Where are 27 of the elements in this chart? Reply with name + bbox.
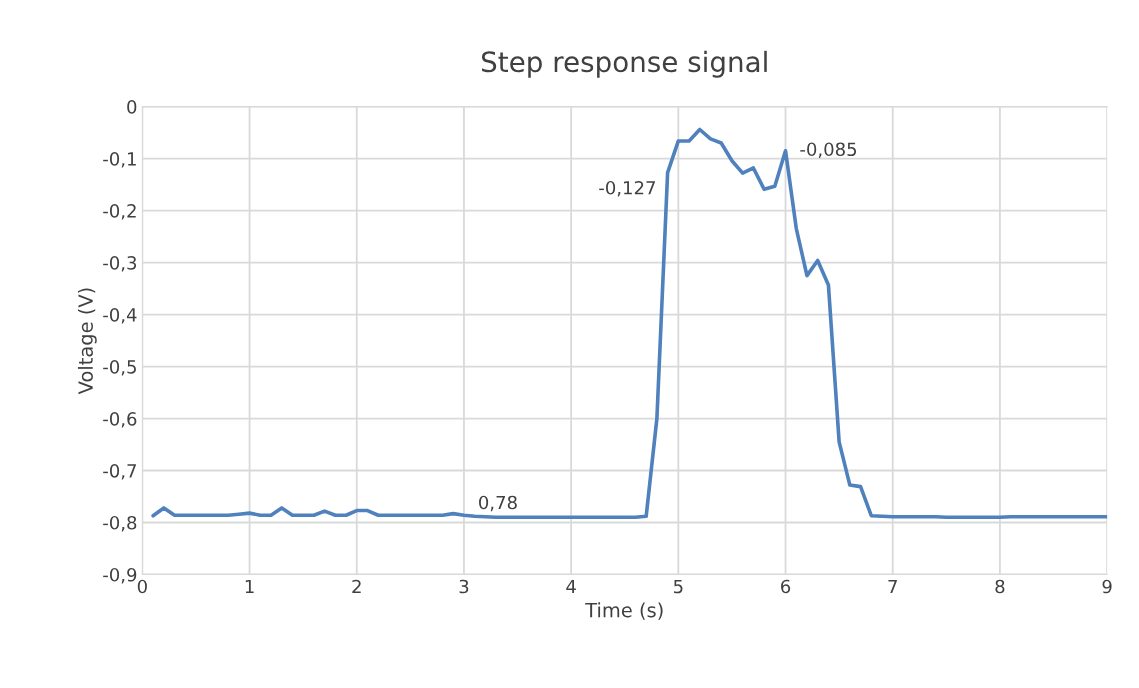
x-tick-label: 4: [566, 579, 576, 594]
line-series: [151, 127, 1108, 520]
x-tick-label: 9: [1102, 579, 1112, 594]
y-tick-label: -0,1: [103, 152, 136, 168]
y-tick-label: -0,8: [103, 515, 137, 532]
x-tick-label: 5: [673, 579, 683, 594]
annotation: -0,085: [800, 142, 857, 158]
x-tick-label: 2: [352, 579, 361, 594]
x-tick-label: 0: [137, 579, 147, 594]
x-tick-label: 3: [459, 579, 469, 594]
x-axis-title: Time (s): [585, 602, 663, 620]
x-tick-label: 7: [888, 579, 897, 594]
y-tick-label: -0,2: [103, 204, 136, 220]
y-axis-title: Voltage (V): [77, 288, 97, 395]
y-tick-label: -0,3: [103, 256, 137, 272]
annotation: -0,127: [599, 180, 655, 197]
chart-title: Step response signal: [481, 50, 767, 78]
x-tick-label: 8: [995, 579, 1005, 594]
y-tick-label: -0,7: [103, 463, 136, 480]
y-tick-label: -0,4: [103, 308, 137, 324]
annotation: 0,78: [479, 495, 517, 512]
y-tick-label: -0,9: [103, 567, 137, 584]
y-tick-label: 0: [127, 100, 137, 114]
y-tick-label: -0,5: [103, 360, 136, 376]
x-tick-label: 1: [245, 579, 254, 594]
y-tick-label: -0,6: [103, 411, 137, 428]
x-tick-label: 6: [781, 579, 791, 594]
